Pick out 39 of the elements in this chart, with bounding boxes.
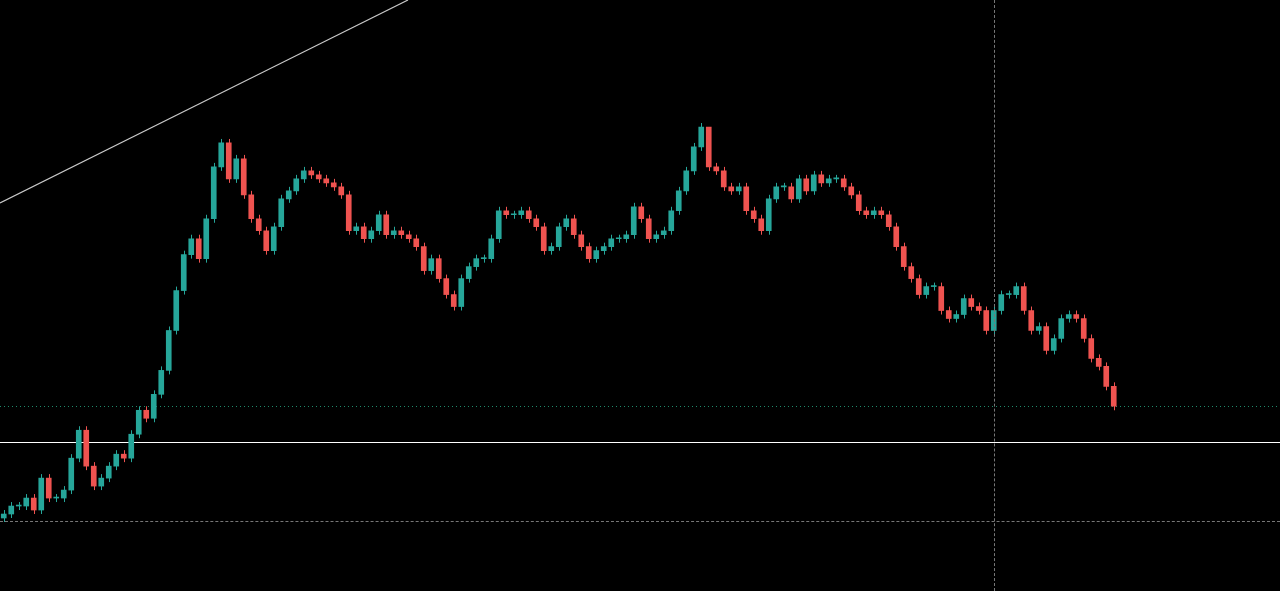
candlestick bbox=[1065, 310, 1072, 323]
candlestick bbox=[195, 234, 202, 264]
candlestick bbox=[135, 405, 142, 439]
candlestick bbox=[593, 246, 600, 264]
candlestick bbox=[390, 226, 397, 240]
candlestick bbox=[638, 202, 645, 224]
candlestick bbox=[1035, 322, 1042, 335]
candlestick bbox=[938, 282, 945, 316]
candlestick bbox=[915, 274, 922, 300]
candlestick bbox=[968, 294, 975, 312]
candlestick bbox=[368, 226, 375, 244]
candlestick bbox=[143, 405, 150, 423]
candlestick bbox=[1073, 310, 1080, 323]
candlestick bbox=[548, 242, 555, 256]
candlestick bbox=[428, 254, 435, 276]
candlestick bbox=[540, 222, 547, 256]
candlestick bbox=[945, 306, 952, 323]
candlestick bbox=[878, 206, 885, 220]
candlestick bbox=[870, 206, 877, 220]
candlestick bbox=[630, 202, 637, 240]
candlestick bbox=[353, 222, 360, 236]
candlestick bbox=[375, 210, 382, 236]
candlestick bbox=[960, 294, 967, 320]
candlestick bbox=[360, 222, 367, 244]
candlestick bbox=[653, 230, 660, 244]
candlestick bbox=[585, 242, 592, 264]
candlestick bbox=[503, 206, 510, 220]
candlestick bbox=[923, 282, 930, 300]
candlestick bbox=[495, 206, 502, 244]
candlestick bbox=[383, 210, 390, 240]
candlestick bbox=[645, 214, 652, 244]
candlestick bbox=[930, 282, 937, 292]
candlestick bbox=[953, 310, 960, 323]
candlestick bbox=[420, 242, 427, 276]
candlestick bbox=[1043, 322, 1050, 355]
candlestick bbox=[450, 290, 457, 312]
candlestick bbox=[458, 274, 465, 312]
candlestick bbox=[398, 226, 405, 240]
candlestick bbox=[1110, 381, 1117, 411]
